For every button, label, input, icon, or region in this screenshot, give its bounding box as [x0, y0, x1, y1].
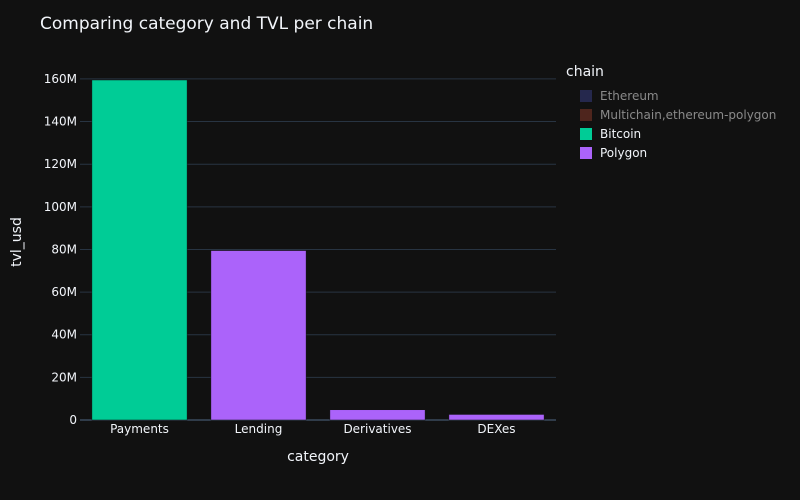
bar[interactable] — [210, 250, 307, 421]
y-tick-label: 160M — [44, 72, 77, 86]
legend-label: Multichain,ethereum-polygon — [600, 107, 777, 122]
legend-item[interactable]: Polygon — [566, 143, 776, 162]
bar[interactable] — [91, 79, 188, 421]
legend: chain Ethereum Multichain,ethereum-polygo… — [566, 64, 776, 162]
legend-title: chain — [566, 64, 604, 80]
x-tick-label: Payments — [110, 422, 169, 436]
legend-label: Ethereum — [600, 88, 659, 103]
y-tick-label: 40M — [51, 328, 77, 342]
y-tick-label: 20M — [51, 370, 77, 384]
y-tick-label: 140M — [44, 115, 77, 129]
y-axis-title: tvl_usd — [9, 217, 25, 267]
x-axis-title: category — [287, 449, 349, 465]
legend-swatch — [580, 89, 592, 102]
legend-item[interactable]: Bitcoin — [566, 124, 776, 143]
legend-label: Polygon — [600, 145, 648, 160]
legend-label: Bitcoin — [600, 126, 642, 141]
legend-swatch — [580, 127, 592, 140]
legend-item[interactable]: Multichain,ethereum-polygon — [566, 105, 776, 124]
y-tick-label: 100M — [44, 200, 77, 214]
legend-item[interactable]: Ethereum — [566, 86, 776, 105]
legend-swatch — [580, 108, 592, 121]
x-tick-label: Derivatives — [343, 422, 411, 436]
y-tick-label: 0 — [69, 413, 77, 427]
chart-title: Comparing category and TVL per chain — [40, 14, 374, 34]
x-tick-label: DEXes — [477, 422, 515, 436]
y-tick-label: 60M — [51, 285, 77, 299]
legend-swatch — [580, 146, 592, 159]
y-tick-label: 80M — [51, 242, 77, 256]
bar[interactable] — [329, 409, 426, 421]
y-tick-label: 120M — [44, 157, 77, 171]
x-tick-label: Lending — [235, 422, 283, 436]
bar[interactable] — [448, 414, 545, 421]
